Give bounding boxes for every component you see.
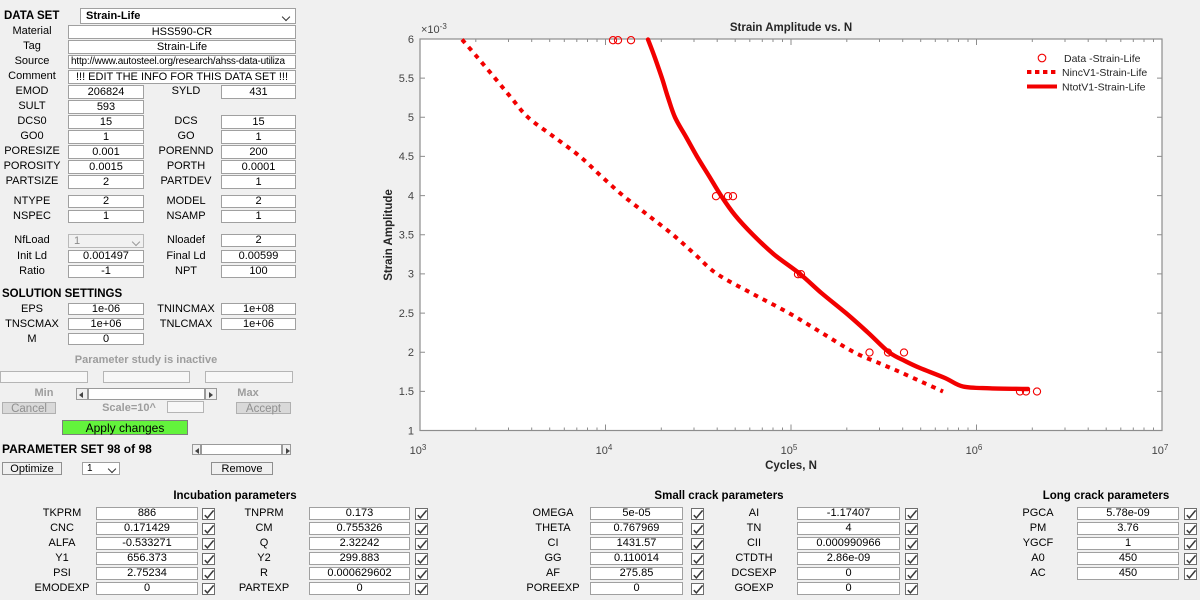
svg-text:5.5: 5.5 <box>399 73 414 85</box>
svg-text:106: 106 <box>966 443 983 457</box>
svg-text:107: 107 <box>1152 443 1169 457</box>
svg-text:×10-3: ×10-3 <box>421 22 447 36</box>
svg-text:2: 2 <box>408 347 414 359</box>
svg-text:4.5: 4.5 <box>399 151 414 163</box>
svg-text:1: 1 <box>408 425 414 437</box>
svg-text:3.5: 3.5 <box>399 230 414 242</box>
svg-text:2.5: 2.5 <box>399 308 414 320</box>
svg-text:Data -Strain-Life: Data -Strain-Life <box>1064 53 1141 65</box>
svg-text:NincV1-Strain-Life: NincV1-Strain-Life <box>1062 67 1147 79</box>
svg-text:Strain Amplitude: Strain Amplitude <box>383 189 395 281</box>
svg-text:105: 105 <box>781 443 798 457</box>
svg-text:103: 103 <box>410 443 427 457</box>
svg-text:Strain Amplitude vs. N: Strain Amplitude vs. N <box>730 22 852 34</box>
svg-text:Cycles, N: Cycles, N <box>765 460 817 472</box>
svg-text:3: 3 <box>408 269 414 281</box>
svg-text:NtotV1-Strain-Life: NtotV1-Strain-Life <box>1062 81 1146 93</box>
svg-text:104: 104 <box>596 443 613 457</box>
svg-text:6: 6 <box>408 34 414 46</box>
svg-text:1.5: 1.5 <box>399 386 414 398</box>
svg-text:5: 5 <box>408 112 414 124</box>
svg-text:4: 4 <box>408 190 414 202</box>
